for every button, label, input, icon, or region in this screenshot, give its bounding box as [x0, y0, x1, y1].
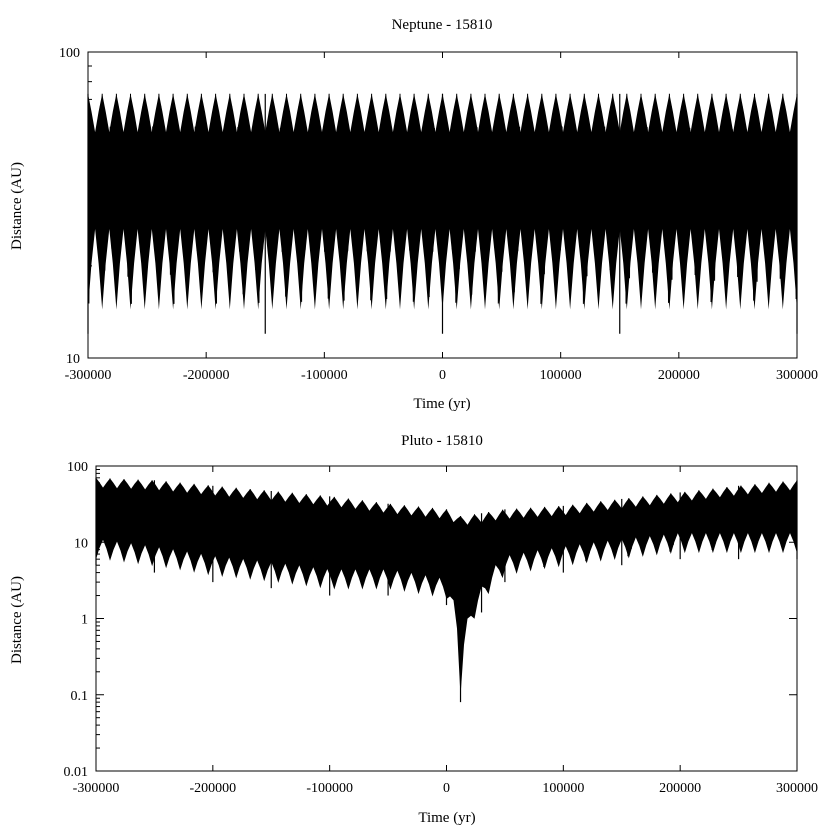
data-series	[87, 93, 798, 334]
chart-title: Neptune - 15810	[392, 17, 493, 33]
x-tick-label: 100000	[542, 781, 584, 796]
chart-title: Pluto - 15810	[401, 433, 483, 449]
y-tick-label: 100	[59, 46, 80, 61]
x-tick-label: 0	[443, 781, 450, 796]
y-axis-label: Distance (AU)	[9, 576, 25, 664]
y-tick-label: 0.1	[71, 689, 89, 704]
x-tick-label: -200000	[189, 781, 236, 796]
axis-ticks: -300000 -200000 -100000 0 100000 200000 300000…	[64, 460, 819, 796]
x-axis-label: Time (yr)	[418, 810, 475, 826]
x-tick-label: 300000	[776, 781, 818, 796]
axis-ticks: -300000 -200000 -100000 0 100000 200000 300000…	[59, 46, 818, 383]
y-tick-label: 10	[74, 536, 88, 551]
y-axis-label: Distance (AU)	[9, 162, 25, 250]
x-tick-label: 200000	[658, 368, 700, 383]
series-line	[87, 93, 798, 304]
x-tick-label: -100000	[306, 781, 353, 796]
chart-neptune: Neptune - 15810 -300000 -200000 -100000 0 10…	[9, 17, 818, 412]
x-tick-label: -300000	[65, 368, 112, 383]
x-tick-label: -200000	[183, 368, 230, 383]
x-tick-label: 0	[439, 368, 446, 383]
y-tick-label: 0.01	[64, 765, 89, 780]
x-tick-label: 300000	[776, 368, 818, 383]
y-tick-label: 10	[66, 352, 80, 367]
chart-pluto: Pluto - 15810 -300000 -200000 -100000 0 1000…	[9, 433, 818, 826]
x-tick-label: 100000	[540, 368, 582, 383]
data-series	[95, 477, 798, 703]
x-tick-label: -300000	[73, 781, 120, 796]
x-tick-label: 200000	[659, 781, 701, 796]
x-tick-label: -100000	[301, 368, 348, 383]
y-tick-label: 1	[81, 613, 88, 628]
y-tick-label: 100	[67, 460, 88, 475]
x-axis-label: Time (yr)	[413, 396, 470, 412]
